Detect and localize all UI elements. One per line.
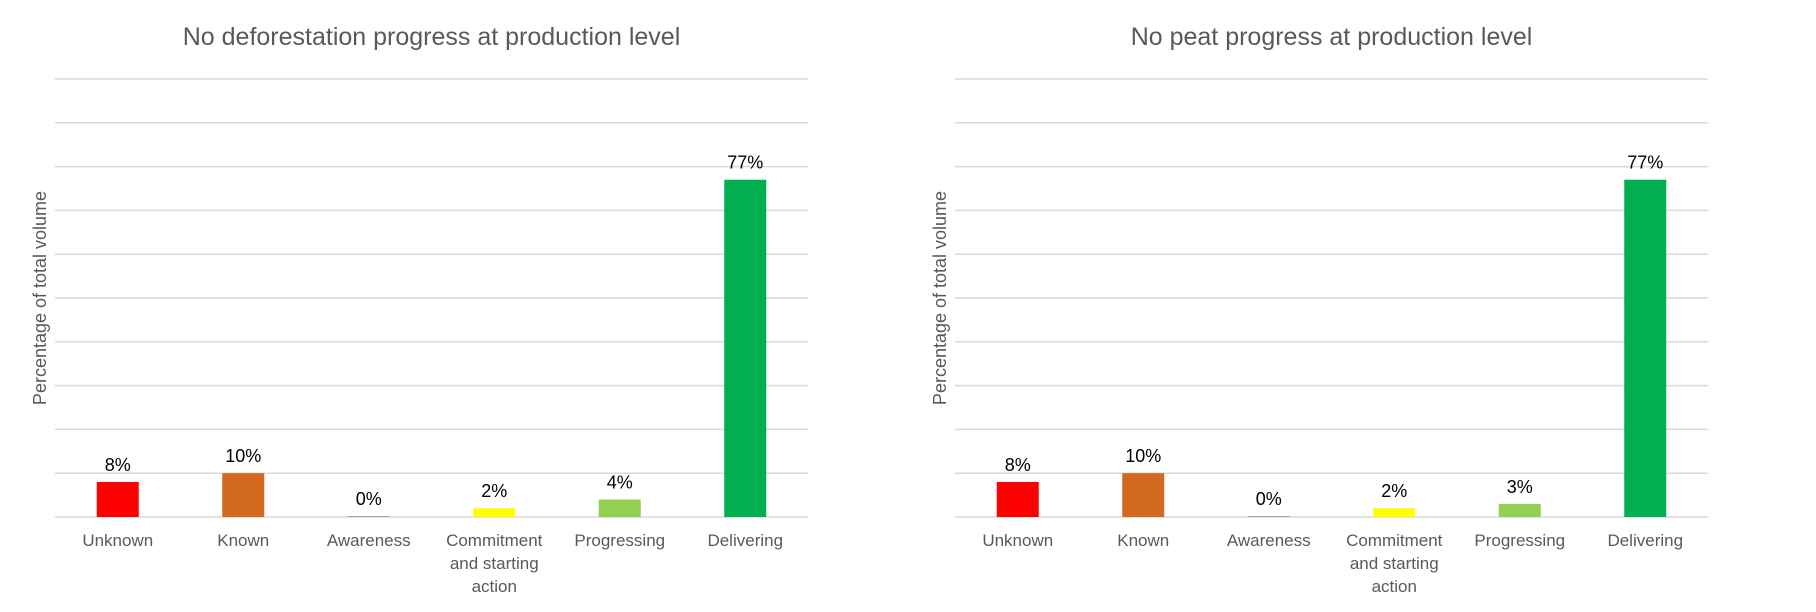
x-tick-label-line: Known <box>217 531 269 550</box>
x-tick-label: Commitment and starting action <box>1346 531 1443 596</box>
x-tick-label-line: Known <box>1117 531 1169 550</box>
x-tick-label: Awareness <box>1227 531 1311 550</box>
x-tick-label: Unknown <box>82 531 153 550</box>
bar <box>1122 473 1165 517</box>
data-label: 8% <box>105 455 131 475</box>
x-tick-label: Delivering <box>1607 531 1683 550</box>
data-label: 2% <box>481 481 507 501</box>
peat-chart-svg: No peat progress at production level Perc… <box>930 23 1708 596</box>
data-label: 3% <box>1507 477 1533 497</box>
x-tick-label-line: action <box>1372 577 1417 596</box>
bar <box>1247 516 1290 517</box>
data-label: 8% <box>1005 455 1031 475</box>
x-tick-label-line: Awareness <box>1227 531 1311 550</box>
x-tick-label-line: Progressing <box>574 531 665 550</box>
x-tick-label-line: Delivering <box>707 531 783 550</box>
x-tick-label-line: Commitment <box>1346 531 1443 550</box>
x-tick-label: Known <box>1117 531 1169 550</box>
x-tick-label-line: and starting <box>450 554 539 573</box>
bar <box>473 508 516 517</box>
y-axis-label: Percentage of total volume <box>30 191 50 405</box>
peat-chart: No peat progress at production level Perc… <box>900 0 1800 612</box>
y-axis-label: Percentage of total volume <box>930 191 950 405</box>
x-tick-label: Unknown <box>982 531 1053 550</box>
x-tick-label: Progressing <box>1474 531 1565 550</box>
data-label: 0% <box>356 489 382 509</box>
bar <box>1498 503 1541 517</box>
x-tick-label: Progressing <box>574 531 665 550</box>
bar <box>222 473 265 517</box>
x-tick-label-line: Unknown <box>82 531 153 550</box>
x-tick-label-line: Unknown <box>982 531 1053 550</box>
x-tick-label: Commitment and starting action <box>446 531 543 596</box>
x-tick-label: Delivering <box>707 531 783 550</box>
bar <box>96 481 139 517</box>
x-tick-label-line: Progressing <box>1474 531 1565 550</box>
data-label: 0% <box>1256 489 1282 509</box>
data-label: 2% <box>1381 481 1407 501</box>
deforestation-chart: No deforestation progress at production … <box>0 0 900 612</box>
bar <box>1624 179 1667 518</box>
x-tick-label-line: Delivering <box>1607 531 1683 550</box>
x-tick-label-line: Awareness <box>327 531 411 550</box>
deforestation-chart-svg: No deforestation progress at production … <box>30 23 808 596</box>
x-tick-label: Known <box>217 531 269 550</box>
bar <box>598 499 641 517</box>
data-label: 10% <box>225 446 261 466</box>
data-label: 77% <box>1627 153 1663 173</box>
data-label: 77% <box>727 153 763 173</box>
bar <box>996 481 1039 517</box>
chart-title: No peat progress at production level <box>1131 23 1533 51</box>
chart-title: No deforestation progress at production … <box>183 23 681 51</box>
bar <box>347 516 390 517</box>
x-tick-label-line: action <box>472 577 517 596</box>
data-label: 4% <box>607 472 633 492</box>
x-tick-label-line: Commitment <box>446 531 543 550</box>
data-label: 10% <box>1125 446 1161 466</box>
bar <box>724 179 767 518</box>
bar <box>1373 508 1416 517</box>
x-tick-label: Awareness <box>327 531 411 550</box>
x-tick-label-line: and starting <box>1350 554 1439 573</box>
